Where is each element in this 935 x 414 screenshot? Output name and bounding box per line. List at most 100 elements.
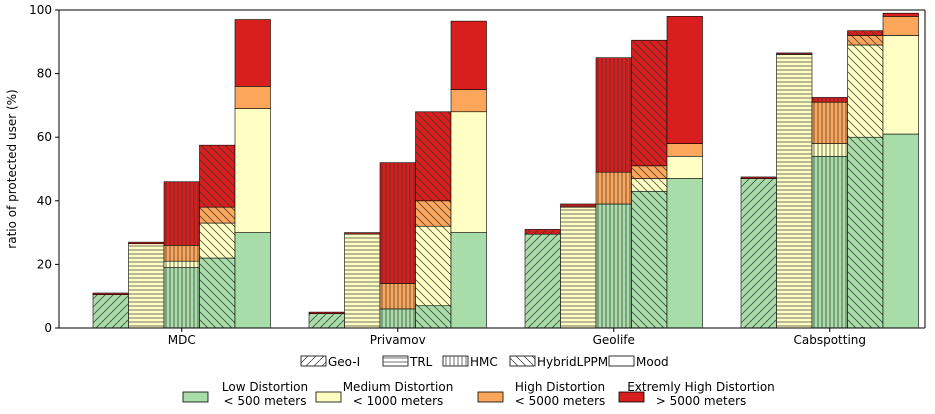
bars-layer bbox=[92, 12, 919, 329]
x-tick-label-geolife: Geolife bbox=[593, 333, 635, 347]
bar-geolife-geo-i-low-distortion-hatch bbox=[525, 234, 561, 328]
bar-privamov-hmc-low-distortion-hatch bbox=[380, 308, 416, 328]
bar-privamov-hybridlppm-high-distortion-hatch bbox=[415, 200, 451, 227]
legend-swatch-low-distortion bbox=[182, 391, 209, 403]
bar-geolife-trl-extremly-high-distortion-hatch bbox=[560, 203, 596, 208]
legend-swatch-hatch-geo-i bbox=[301, 356, 326, 366]
legend-distortion: Low Distortion< 500 meters Medium Distort… bbox=[182, 380, 775, 408]
bar-geolife-trl-medium-distortion-hatch bbox=[560, 207, 596, 328]
bar-mdc-hmc-low-distortion-hatch bbox=[164, 267, 200, 328]
bar-mdc-geo-i-low-distortion-hatch bbox=[93, 294, 129, 328]
legend-label-mood: Mood bbox=[636, 355, 669, 369]
bar-geolife-hybridlppm-high-distortion-hatch bbox=[631, 165, 667, 179]
legend-label-geo-i: Geo-I bbox=[328, 355, 360, 369]
bar-geolife-hmc-low-distortion-hatch bbox=[596, 203, 632, 328]
bar-geolife-mood-low-distortion bbox=[666, 178, 703, 329]
bar-geolife-hybridlppm-low-distortion-hatch bbox=[631, 191, 667, 328]
bar-cabspotting-mood-extremly-high-distortion bbox=[882, 12, 919, 17]
bar-cabspotting-trl-extremly-high-distortion-hatch bbox=[776, 52, 812, 55]
bar-mdc-trl-extremly-high-distortion-hatch bbox=[128, 242, 164, 244]
bar-mdc-mood-medium-distortion bbox=[234, 108, 271, 233]
bar-cabspotting-hmc-low-distortion-hatch bbox=[812, 156, 848, 328]
bar-privamov-mood-medium-distortion bbox=[450, 111, 487, 233]
bar-geolife-hmc-extremly-high-distortion-hatch bbox=[596, 57, 632, 173]
bar-geolife-mood-high-distortion bbox=[666, 143, 703, 157]
bar-cabspotting-hybridlppm-low-distortion-hatch bbox=[847, 137, 883, 328]
legend-swatch-mood bbox=[608, 355, 635, 367]
bar-cabspotting-hmc-medium-distortion-hatch bbox=[812, 143, 848, 157]
legend-label-medium-distortion: Medium Distortion bbox=[343, 380, 454, 394]
y-tick-label-40: 40 bbox=[37, 194, 52, 208]
legend-swatch-hatch-trl bbox=[383, 356, 408, 366]
bar-geolife-mood-extremly-high-distortion bbox=[666, 16, 703, 144]
bar-mdc-mood-extremly-high-distortion bbox=[234, 19, 271, 87]
legend-label-hmc: HMC bbox=[470, 355, 498, 369]
bar-cabspotting-hybridlppm-extremly-high-distortion-hatch bbox=[847, 30, 883, 36]
bar-cabspotting-trl-medium-distortion-hatch bbox=[776, 54, 812, 329]
bar-mdc-trl-medium-distortion-hatch bbox=[128, 243, 164, 328]
bar-mdc-mood-low-distortion bbox=[234, 232, 271, 329]
bar-cabspotting-hmc-high-distortion-hatch bbox=[812, 102, 848, 144]
legend-sublabel-low-distortion: < 500 meters bbox=[224, 394, 307, 408]
x-tick-label-privamov: Privamov bbox=[370, 333, 426, 347]
bar-privamov-hybridlppm-extremly-high-distortion-hatch bbox=[415, 111, 451, 201]
legend-sublabel-high-distortion: < 5000 meters bbox=[515, 394, 606, 408]
y-tick-label-0: 0 bbox=[44, 321, 52, 335]
legend-sublabel-extremly-high-distortion: > 5000 meters bbox=[656, 394, 747, 408]
bar-cabspotting-hybridlppm-high-distortion-hatch bbox=[847, 35, 883, 45]
y-tick-label-60: 60 bbox=[37, 130, 52, 144]
bar-privamov-geo-i-extremly-high-distortion-hatch bbox=[309, 312, 345, 314]
bar-mdc-hmc-high-distortion-hatch bbox=[164, 245, 200, 262]
bar-cabspotting-geo-i-low-distortion-hatch bbox=[741, 178, 777, 328]
y-axis: 0 20 40 60 80 100 bbox=[29, 3, 59, 335]
bar-cabspotting-hybridlppm-medium-distortion-hatch bbox=[847, 44, 883, 138]
bar-privamov-geo-i-low-distortion-hatch bbox=[309, 313, 345, 328]
legend-label-high-distortion: High Distortion bbox=[515, 380, 605, 394]
y-axis-label: ratio of protected user (%) bbox=[5, 89, 19, 248]
bar-privamov-trl-extremly-high-distortion-hatch bbox=[344, 232, 380, 235]
bar-cabspotting-hmc-extremly-high-distortion-hatch bbox=[812, 97, 848, 103]
bar-geolife-hybridlppm-extremly-high-distortion-hatch bbox=[631, 40, 667, 166]
legend-swatch-hatch-hmc bbox=[443, 356, 468, 366]
bar-privamov-mood-high-distortion bbox=[450, 89, 487, 113]
bar-privamov-hmc-extremly-high-distortion-hatch bbox=[380, 162, 416, 284]
x-tick-label-cabspotting: Cabspotting bbox=[793, 333, 866, 347]
bar-mdc-hybridlppm-extremly-high-distortion-hatch bbox=[199, 145, 235, 208]
y-tick-label-80: 80 bbox=[37, 67, 52, 81]
legend-label-extremly-high-distortion: Extremly High Distortion bbox=[627, 380, 775, 394]
legend-swatch-extremly-high-distortion bbox=[618, 391, 645, 403]
bar-mdc-mood-high-distortion bbox=[234, 86, 271, 109]
bar-privamov-hmc-high-distortion-hatch bbox=[380, 283, 416, 309]
x-axis: MDC Privamov Geolife Cabspotting bbox=[168, 328, 866, 347]
legend-sublabel-medium-distortion: < 1000 meters bbox=[353, 394, 444, 408]
bar-privamov-hybridlppm-low-distortion-hatch bbox=[415, 305, 451, 328]
bar-cabspotting-mood-low-distortion bbox=[882, 133, 919, 329]
legend-label-low-distortion: Low Distortion bbox=[222, 380, 308, 394]
x-tick-label-mdc: MDC bbox=[168, 333, 196, 347]
bar-mdc-geo-i-extremly-high-distortion-hatch bbox=[93, 293, 129, 295]
bar-mdc-hybridlppm-low-distortion-hatch bbox=[199, 258, 235, 328]
bar-privamov-trl-medium-distortion-hatch bbox=[344, 234, 380, 328]
bar-mdc-hmc-medium-distortion-hatch bbox=[164, 261, 200, 268]
bar-cabspotting-mood-medium-distortion bbox=[882, 35, 919, 135]
bar-mdc-hmc-extremly-high-distortion-hatch bbox=[164, 181, 200, 246]
legend-label-trl: TRL bbox=[409, 355, 433, 369]
legend-label-hybridlppm: HybridLPPM bbox=[537, 355, 608, 369]
bar-geolife-mood-medium-distortion bbox=[666, 155, 703, 179]
legend-methods: Geo-I TRL HMC HybridLPPM Mood bbox=[300, 355, 669, 369]
bar-privamov-mood-extremly-high-distortion bbox=[450, 20, 487, 90]
legend-swatch-medium-distortion bbox=[315, 391, 342, 403]
y-tick-label-100: 100 bbox=[29, 3, 52, 17]
bar-geolife-geo-i-extremly-high-distortion-hatch bbox=[525, 229, 561, 235]
bar-mdc-hybridlppm-medium-distortion-hatch bbox=[199, 223, 235, 259]
bar-cabspotting-geo-i-extremly-high-distortion-hatch bbox=[741, 176, 777, 179]
bar-privamov-hybridlppm-medium-distortion-hatch bbox=[415, 226, 451, 306]
bar-privamov-mood-low-distortion bbox=[450, 232, 487, 329]
legend-swatch-hatch-hybridlppm bbox=[510, 356, 535, 366]
bar-geolife-hybridlppm-medium-distortion-hatch bbox=[631, 178, 667, 192]
bar-mdc-hybridlppm-high-distortion-hatch bbox=[199, 207, 235, 224]
bar-geolife-hmc-high-distortion-hatch bbox=[596, 172, 632, 204]
legend-swatch-high-distortion bbox=[477, 391, 504, 403]
bar-cabspotting-mood-high-distortion bbox=[882, 16, 919, 36]
